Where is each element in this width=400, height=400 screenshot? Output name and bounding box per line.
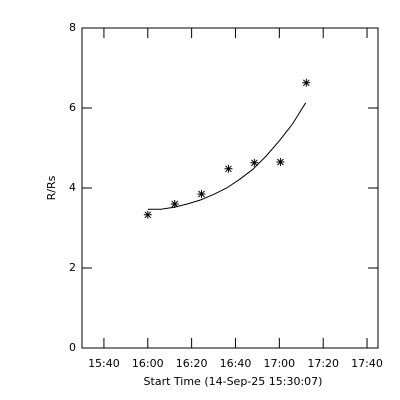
- asterisk-point: [224, 164, 233, 173]
- asterisk-point: [170, 200, 179, 208]
- x-tick-label: 16:00: [132, 357, 164, 370]
- asterisk-point: [250, 158, 259, 167]
- y-tick-label: 2: [69, 261, 76, 274]
- asterisk-point: [143, 210, 152, 219]
- y-axis-label: R/Rs: [45, 175, 58, 200]
- x-tick-label: 16:40: [220, 357, 252, 370]
- x-tick-label: 15:40: [88, 357, 120, 370]
- x-axis-label: Start Time (14-Sep-25 15:30:07): [144, 375, 323, 388]
- y-tick-label: 6: [69, 101, 76, 114]
- asterisk-point: [302, 78, 311, 87]
- asterisk-point: [276, 158, 285, 166]
- y-tick-label: 4: [69, 181, 76, 194]
- x-tick-label: 17:40: [351, 357, 383, 370]
- x-tick-label: 17:20: [307, 357, 339, 370]
- y-tick-label: 8: [69, 21, 76, 34]
- plot-frame: [81, 27, 379, 349]
- x-tick-label: 17:00: [263, 357, 295, 370]
- y-tick-label: 0: [69, 341, 76, 354]
- asterisk-point: [197, 190, 206, 198]
- x-tick-label: 16:20: [176, 357, 208, 370]
- fit-line: [147, 102, 307, 210]
